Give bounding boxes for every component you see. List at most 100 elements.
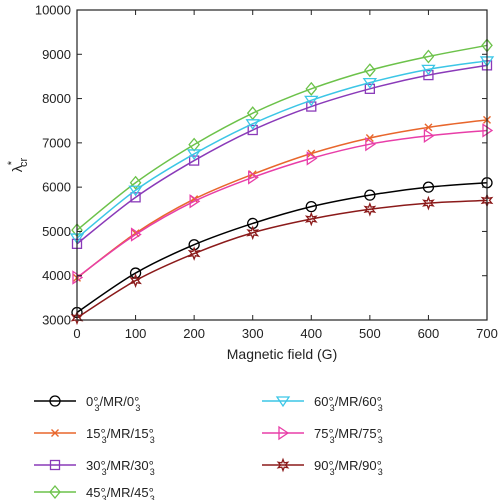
- legend-marker: [49, 395, 61, 407]
- axes: 0 100 200 300 400 500 600 700 3000 4000 5000 6000 70…: [35, 3, 498, 342]
- legend-label-part: 15°: [86, 426, 106, 441]
- legend-label: 15°3/MR/15°3: [86, 426, 155, 445]
- legend-item-0-deg: 0°3/MR/0°3: [34, 394, 140, 413]
- y-tick-label: 9000: [42, 47, 71, 62]
- data-point-30-deg-500: [364, 83, 376, 94]
- legend-label-part: 0°: [86, 394, 98, 409]
- data-point-0-deg-500: [364, 189, 376, 201]
- y-axis-title-sub: cr: [18, 157, 30, 167]
- legend-label-part: /MR/75°: [335, 426, 382, 441]
- legend-label-sub: 3: [94, 403, 99, 413]
- data-point-60-deg-400: [304, 95, 319, 107]
- legend-label-sub: 3: [378, 435, 383, 445]
- data-point-60-deg-200: [186, 149, 202, 161]
- data-point-45-deg-400: [305, 81, 318, 96]
- series-line-45-deg: [76, 44, 488, 231]
- legend-label-part: /MR/15°: [107, 426, 154, 441]
- legend-marker: [278, 425, 290, 441]
- data-point-30-deg-600: [423, 69, 434, 81]
- data-point-75-deg-600: [423, 128, 435, 143]
- data-point-45-deg-100: [129, 175, 142, 190]
- data-point-15-deg-500: [365, 133, 374, 142]
- legend: 0°3/MR/0°315°3/MR/15°330°3/MR/30°345°3/M…: [34, 394, 383, 500]
- legend-marker: [49, 459, 61, 471]
- legend-label-sub: 3: [378, 403, 383, 413]
- legend-label-sub: 3: [102, 435, 107, 445]
- legend-label: 60°3/MR/60°3: [314, 394, 383, 413]
- data-point-30-deg-400: [306, 101, 317, 112]
- legend-label-part: /MR/0°: [99, 394, 139, 409]
- data-point-75-deg-100: [130, 227, 142, 242]
- data-point-90-deg-0: [70, 310, 84, 326]
- legend-label-sub: 3: [330, 467, 335, 477]
- data-point-15-deg-600: [424, 123, 433, 132]
- legend-label: 90°3/MR/90°3: [314, 458, 383, 477]
- series-75-deg: [72, 123, 494, 285]
- series-line-60-deg: [76, 60, 488, 239]
- data-point-60-deg-600: [421, 64, 436, 76]
- data-point-60-deg-100: [128, 185, 143, 197]
- legend-label-part: 75°: [314, 426, 334, 441]
- y-axis-title-symbol: λ: [9, 165, 25, 172]
- data-point-0-deg-100: [129, 267, 142, 279]
- y-tick-label: 4000: [42, 268, 71, 283]
- y-axis-title-sup: *: [6, 160, 18, 165]
- legend-label-part: 90°: [314, 458, 334, 473]
- series-90-deg: [70, 193, 494, 326]
- data-point-60-deg-500: [362, 77, 378, 89]
- series-line-0-deg: [76, 181, 488, 314]
- legend-label-sub: 3: [135, 403, 140, 413]
- series-15-deg: [73, 115, 491, 282]
- data-point-75-deg-300: [248, 170, 259, 185]
- plot-frame: [76, 9, 488, 321]
- legend-label-sub: 3: [330, 403, 335, 413]
- y-tick-label: 10000: [35, 3, 71, 18]
- legend-label-part: /MR/30°: [107, 458, 154, 473]
- x-tick-label: 700: [476, 326, 498, 341]
- legend-label-part: /MR/60°: [335, 394, 382, 409]
- legend-item-45-deg: 45°3/MR/45°3: [34, 484, 155, 500]
- legend-item-90-deg: 90°3/MR/90°3: [262, 457, 383, 477]
- data-point-60-deg-300: [245, 119, 260, 130]
- data-point-75-deg-400: [306, 151, 318, 166]
- legend-label-part: 45°: [86, 485, 106, 500]
- series-line-30-deg: [76, 64, 488, 245]
- legend-marker: [51, 429, 59, 437]
- series-line-15-deg: [76, 119, 488, 279]
- legend-item-15-deg: 15°3/MR/15°3: [34, 426, 155, 445]
- legend-item-30-deg: 30°3/MR/30°3: [34, 458, 155, 477]
- data-point-45-deg-200: [188, 137, 200, 152]
- data-point-75-deg-200: [189, 194, 201, 209]
- legend-label-part: 60°: [314, 394, 334, 409]
- data-point-30-deg-100: [130, 192, 141, 203]
- legend-marker: [275, 396, 291, 408]
- x-tick-label: 600: [418, 326, 440, 341]
- x-tick-label: 500: [359, 326, 381, 341]
- data-point-75-deg-500: [365, 136, 377, 152]
- legend-label: 30°3/MR/30°3: [86, 458, 155, 477]
- x-axis-title: Magnetic field (G): [227, 346, 337, 362]
- legend-label-sub: 3: [150, 494, 155, 500]
- data-point-0-deg-400: [305, 200, 317, 213]
- legend-marker: [49, 484, 61, 500]
- legend-label-part: 30°: [86, 458, 106, 473]
- data-point-90-deg-100: [129, 273, 142, 288]
- y-tick-label: 8000: [42, 91, 71, 106]
- legend-label-sub: 3: [150, 467, 155, 477]
- x-tick-label: 300: [242, 326, 264, 341]
- data-point-90-deg-600: [422, 195, 435, 211]
- y-axis-title: λ*cr: [6, 157, 30, 172]
- legend-label-sub: 3: [330, 435, 335, 445]
- data-point-45-deg-500: [364, 63, 376, 78]
- series-30-deg: [71, 60, 493, 249]
- legend-label-sub: 3: [102, 467, 107, 477]
- legend-item-60-deg: 60°3/MR/60°3: [262, 394, 383, 413]
- series-line-90-deg: [76, 199, 488, 319]
- data-point-90-deg-200: [187, 246, 201, 261]
- data-point-45-deg-600: [422, 49, 435, 64]
- legend-label: 75°3/MR/75°3: [314, 426, 383, 445]
- series-line-75-deg: [76, 129, 488, 279]
- legend-label-sub: 3: [378, 467, 383, 477]
- legend-label: 45°3/MR/45°3: [86, 485, 155, 500]
